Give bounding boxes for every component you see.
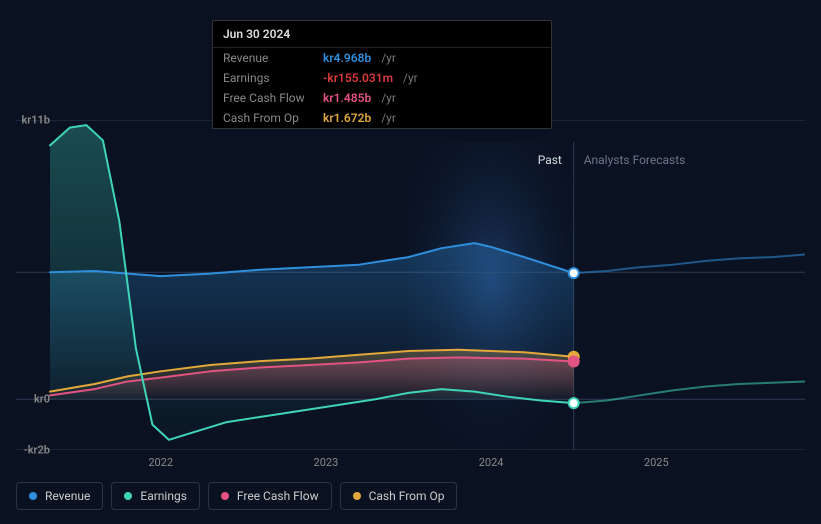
- tooltip-row: Free Cash Flow kr1.485b/yr: [213, 88, 551, 108]
- legend-item-cashop[interactable]: Cash From Op: [340, 482, 458, 510]
- tooltip-metric-label: Revenue: [223, 51, 315, 65]
- legend-label: Cash From Op: [369, 489, 445, 503]
- tooltip-metric-label: Cash From Op: [223, 111, 315, 125]
- tooltip-metric-unit: /yr: [381, 91, 396, 105]
- x-axis-label: 2025: [644, 456, 669, 469]
- legend-item-fcf[interactable]: Free Cash Flow: [208, 482, 332, 510]
- era-forecast-label: Analysts Forecasts: [584, 153, 686, 167]
- y-axis-label: kr11b: [21, 114, 50, 127]
- tooltip-metric-value: kr4.968b: [323, 51, 371, 65]
- legend-item-revenue[interactable]: Revenue: [16, 482, 103, 510]
- financials-chart[interactable]: kr11bkr0-kr2b PastAnalysts Forecasts 202…: [16, 120, 805, 450]
- x-axis-label: 2022: [148, 456, 173, 469]
- y-axis-label: kr0: [34, 393, 50, 406]
- legend-dot-icon: [221, 492, 229, 500]
- chart-canvas: [16, 120, 805, 450]
- chart-hover-tooltip: Jun 30 2024 Revenue kr4.968b/yr Earnings -k…: [212, 20, 552, 129]
- y-axis-label: -kr2b: [24, 444, 50, 457]
- tooltip-metric-label: Free Cash Flow: [223, 91, 315, 105]
- tooltip-metric-value: kr1.672b: [323, 111, 371, 125]
- legend-dot-icon: [124, 492, 132, 500]
- tooltip-row: Earnings -kr155.031m/yr: [213, 68, 551, 88]
- legend-label: Earnings: [140, 489, 187, 503]
- tooltip-date: Jun 30 2024: [213, 21, 551, 48]
- tooltip-metric-value: kr1.485b: [323, 91, 371, 105]
- legend-label: Revenue: [45, 489, 90, 503]
- legend-dot-icon: [353, 492, 361, 500]
- legend-dot-icon: [29, 492, 37, 500]
- tooltip-metric-unit: /yr: [381, 111, 396, 125]
- tooltip-metric-label: Earnings: [223, 71, 315, 85]
- era-past-label: Past: [538, 153, 562, 167]
- tooltip-metric-unit: /yr: [381, 51, 396, 65]
- chart-legend: Revenue Earnings Free Cash Flow Cash From O…: [16, 482, 457, 510]
- legend-label: Free Cash Flow: [237, 489, 319, 503]
- legend-item-earnings[interactable]: Earnings: [111, 482, 200, 510]
- tooltip-metric-value: -kr155.031m: [323, 71, 393, 85]
- tooltip-metric-unit: /yr: [403, 71, 418, 85]
- tooltip-row: Cash From Op kr1.672b/yr: [213, 108, 551, 128]
- x-axis-label: 2023: [314, 456, 339, 469]
- x-axis-label: 2024: [479, 456, 504, 469]
- tooltip-row: Revenue kr4.968b/yr: [213, 48, 551, 68]
